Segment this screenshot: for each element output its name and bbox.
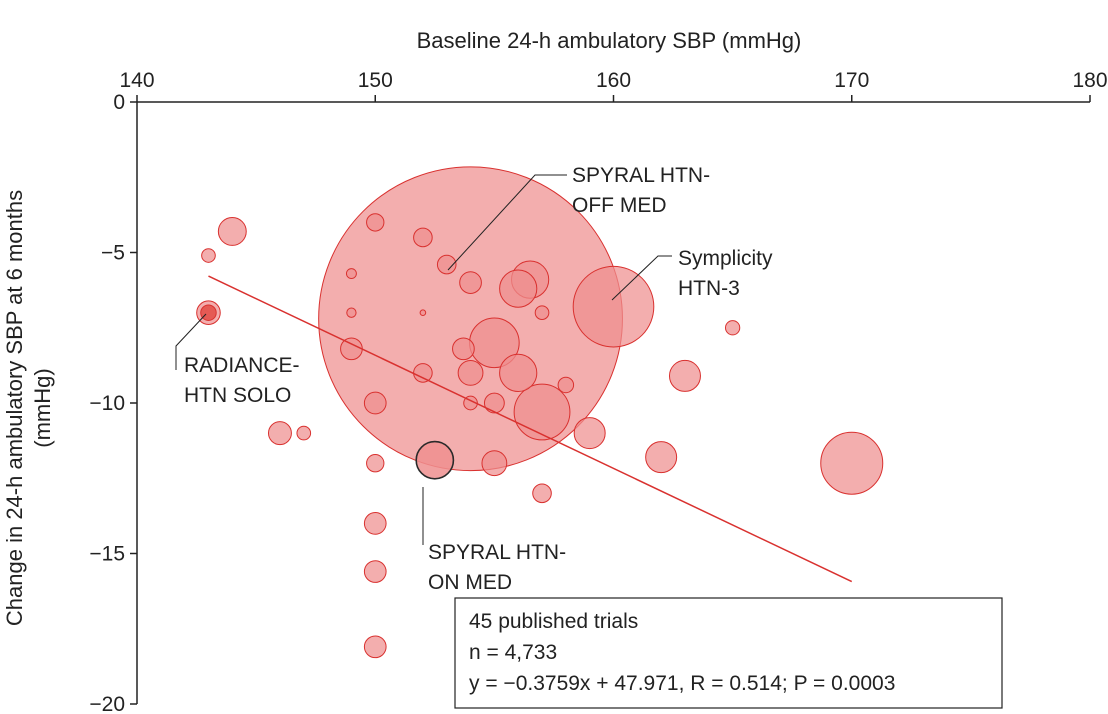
data-bubble [340,337,363,361]
data-bubble [201,248,216,263]
data-bubble [534,305,550,321]
y-tick-label: 0 [113,91,125,114]
data-bubble [459,271,482,294]
label-symplicity-1: Symplicity [678,247,773,270]
bubble-layer [196,166,884,659]
y-tick-label: −5 [101,242,125,265]
data-bubble [483,392,505,414]
data-bubble [200,304,217,321]
data-bubble [363,560,387,583]
data-bubble [645,441,678,474]
stats-trials: 45 published trials [469,610,638,633]
label-radiance-1: RADIANCE- [184,354,300,377]
leader-symplicity [611,255,672,301]
stats-equation: y = −0.3759x + 47.971, R = 0.514; P = 0.… [469,672,895,695]
data-bubble [413,227,433,248]
data-bubble [724,320,741,336]
y-axis-ticks: 0 −5 −10 −15 −20 [89,91,137,714]
data-bubble [481,450,508,477]
x-tick-label: 170 [834,69,869,92]
data-bubble [366,213,385,232]
x-axis-ticks: 140 150 160 170 180 [119,69,1108,102]
data-bubble [267,421,292,446]
data-bubble [452,337,475,361]
data-bubble [415,440,455,480]
leader-radiance [175,313,207,370]
regression-line [208,275,853,583]
data-bubble [346,307,357,318]
x-axis-title: Baseline 24-h ambulatory SBP (mmHg) [417,28,802,53]
stats-n: n = 4,733 [469,641,557,664]
label-spyral-off-med-2: OFF MED [572,194,667,217]
data-bubble [366,454,385,473]
data-bubble [363,635,387,659]
data-bubble [363,391,387,415]
data-bubble [296,425,312,441]
x-tick-label: 140 [119,69,154,92]
data-bubble [820,431,884,495]
x-tick-label: 180 [1072,69,1107,92]
y-axis-title: Change in 24-h ambulatory SBP at 6 month… [2,190,27,626]
data-bubble [499,269,538,308]
data-bubble [532,483,552,504]
data-bubble [513,383,571,441]
data-bubble [573,417,606,450]
data-bubble [363,512,387,535]
label-spyral-on-med-1: SPYRAL HTN- [428,541,566,564]
data-bubble [436,254,457,275]
data-bubble [345,268,357,280]
leader-spyral-off-med [447,174,567,271]
data-bubble [217,216,247,246]
y-tick-label: −15 [89,543,125,566]
y-tick-label: −10 [89,392,125,415]
data-bubble [499,353,538,392]
data-bubble [572,265,655,348]
data-bubble [557,376,575,394]
label-spyral-off-med-1: SPYRAL HTN- [572,164,710,187]
label-symplicity-2: HTN-3 [678,277,740,300]
data-bubble [668,359,701,392]
annotation-leaders [175,174,672,545]
data-bubble [457,360,484,386]
data-bubble [419,309,427,316]
x-tick-label: 160 [596,69,631,92]
y-tick-label: −20 [89,693,125,714]
y-axis-title-unit: (mmHg) [30,368,55,447]
stats-box [454,597,1003,709]
data-bubble [413,363,433,383]
label-radiance-2: HTN SOLO [184,384,291,407]
x-tick-label: 150 [358,69,393,92]
label-spyral-on-med-2: ON MED [428,571,512,594]
